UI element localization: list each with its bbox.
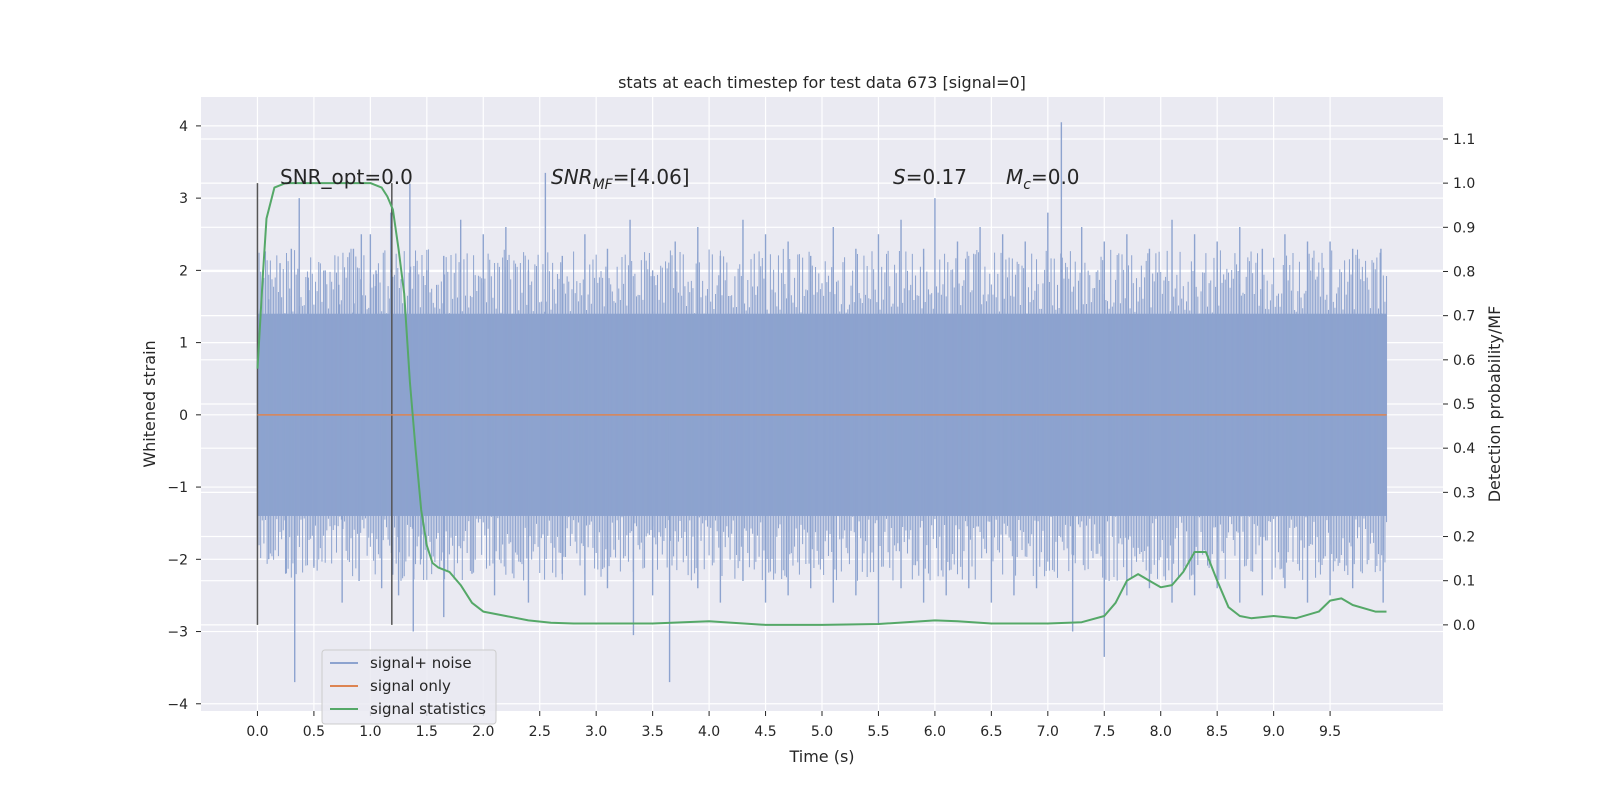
annotation-snr-mf-main: SNR [551, 165, 593, 189]
legend-label-statistics: signal statistics [370, 700, 486, 718]
x-tick-label: 5.0 [811, 724, 833, 740]
y-tick-label: −2 [167, 552, 188, 568]
y-tick-label: 2 [179, 263, 188, 279]
right-tick-label: 0.2 [1453, 530, 1475, 546]
x-tick-label: 0.5 [303, 724, 325, 740]
marker-lines [256, 183, 393, 625]
x-tick-label: 2.5 [529, 724, 551, 740]
signal-statistics-line [256, 182, 1387, 626]
right-tick-label: 0.1 [1453, 574, 1475, 590]
annotation-s-symbol: S [893, 165, 906, 189]
annotation-snr-mf: SNRMF=[4.06] [551, 165, 690, 193]
right-tick-label: 0.9 [1453, 220, 1475, 236]
y-tick-label: 3 [179, 191, 188, 207]
x-tick-label: 6.5 [980, 724, 1002, 740]
right-tick-label: 0.8 [1453, 264, 1475, 280]
legend-label-signal: signal only [370, 677, 451, 695]
x-tick-label: 0.0 [246, 724, 268, 740]
right-tick-label: 1.0 [1453, 176, 1475, 192]
annotation-snr-opt: SNR_opt=0.0 [280, 165, 413, 189]
right-axis-label: Detection probability/MF [1485, 306, 1504, 503]
x-tick-label: 1.0 [359, 724, 381, 740]
annotation-mc-sub: c [1023, 177, 1031, 193]
annotation-mc-value: =0.0 [1031, 165, 1080, 189]
y-tick-label: 1 [179, 336, 188, 352]
annotation-s-value: =0.17 [906, 165, 967, 189]
y-axis-label: Whitened strain [140, 340, 159, 467]
right-tick-label: 1.1 [1453, 132, 1475, 148]
x-axis-label: Time (s) [788, 747, 854, 766]
x-tick-label: 9.5 [1319, 724, 1341, 740]
y-tick-label: 0 [179, 408, 188, 424]
x-axis-ticks: 0.0 0.5 1.0 1.5 2.0 2.5 3.0 3.5 4.0 4.5 5.0 5.5 6.0 6… [246, 711, 1341, 740]
right-tick-label: 0.0 [1453, 618, 1475, 634]
x-tick-label: 8.5 [1206, 724, 1228, 740]
x-tick-label: 3.0 [585, 724, 607, 740]
x-tick-label: 3.5 [642, 724, 664, 740]
right-tick-label: 0.7 [1453, 309, 1475, 325]
right-tick-label: 0.5 [1453, 397, 1475, 413]
x-tick-label: 5.5 [867, 724, 889, 740]
legend-box [321, 649, 497, 725]
legend: signal+ noise signal only signal statist… [321, 649, 497, 725]
x-tick-label: 1.5 [416, 724, 438, 740]
x-tick-label: 7.5 [1093, 724, 1115, 740]
x-tick-label: 6.0 [924, 724, 946, 740]
right-axis-ticks: 1.1 1.0 0.9 0.8 0.7 0.6 0.5 0.4 0.3 0.2 0.1 0.0 [1443, 132, 1475, 634]
annotation-snr-mf-value: =[4.06] [613, 165, 690, 189]
x-tick-label: 8.0 [1150, 724, 1172, 740]
x-tick-label: 9.0 [1263, 724, 1285, 740]
right-tick-label: 0.4 [1453, 441, 1475, 457]
x-tick-label: 4.5 [754, 724, 776, 740]
x-tick-label: 7.0 [1037, 724, 1059, 740]
annotation-mc-main: M [1006, 165, 1023, 189]
y-tick-label: −1 [167, 480, 188, 496]
series-signal-statistics [256, 182, 1387, 626]
series-signal-noise [256, 122, 1388, 683]
right-tick-label: 0.3 [1453, 485, 1475, 501]
annotation-snr-mf-sub: MF [593, 177, 614, 193]
right-tick-label: 0.6 [1453, 353, 1475, 369]
y-tick-label: 4 [179, 119, 188, 135]
y-axis-ticks: 4 3 2 1 0 −1 −2 −3 −4 [167, 119, 201, 713]
annotation-mc: Mc=0.0 [1006, 165, 1080, 193]
y-tick-label: −4 [167, 697, 188, 713]
x-tick-label: 4.0 [698, 724, 720, 740]
x-tick-label: 2.0 [472, 724, 494, 740]
chart-title: stats at each timestep for test data 673… [618, 73, 1026, 92]
legend-label-noise: signal+ noise [370, 654, 472, 672]
y-tick-label: −3 [167, 625, 188, 641]
annotation-s: S=0.17 [893, 165, 967, 189]
